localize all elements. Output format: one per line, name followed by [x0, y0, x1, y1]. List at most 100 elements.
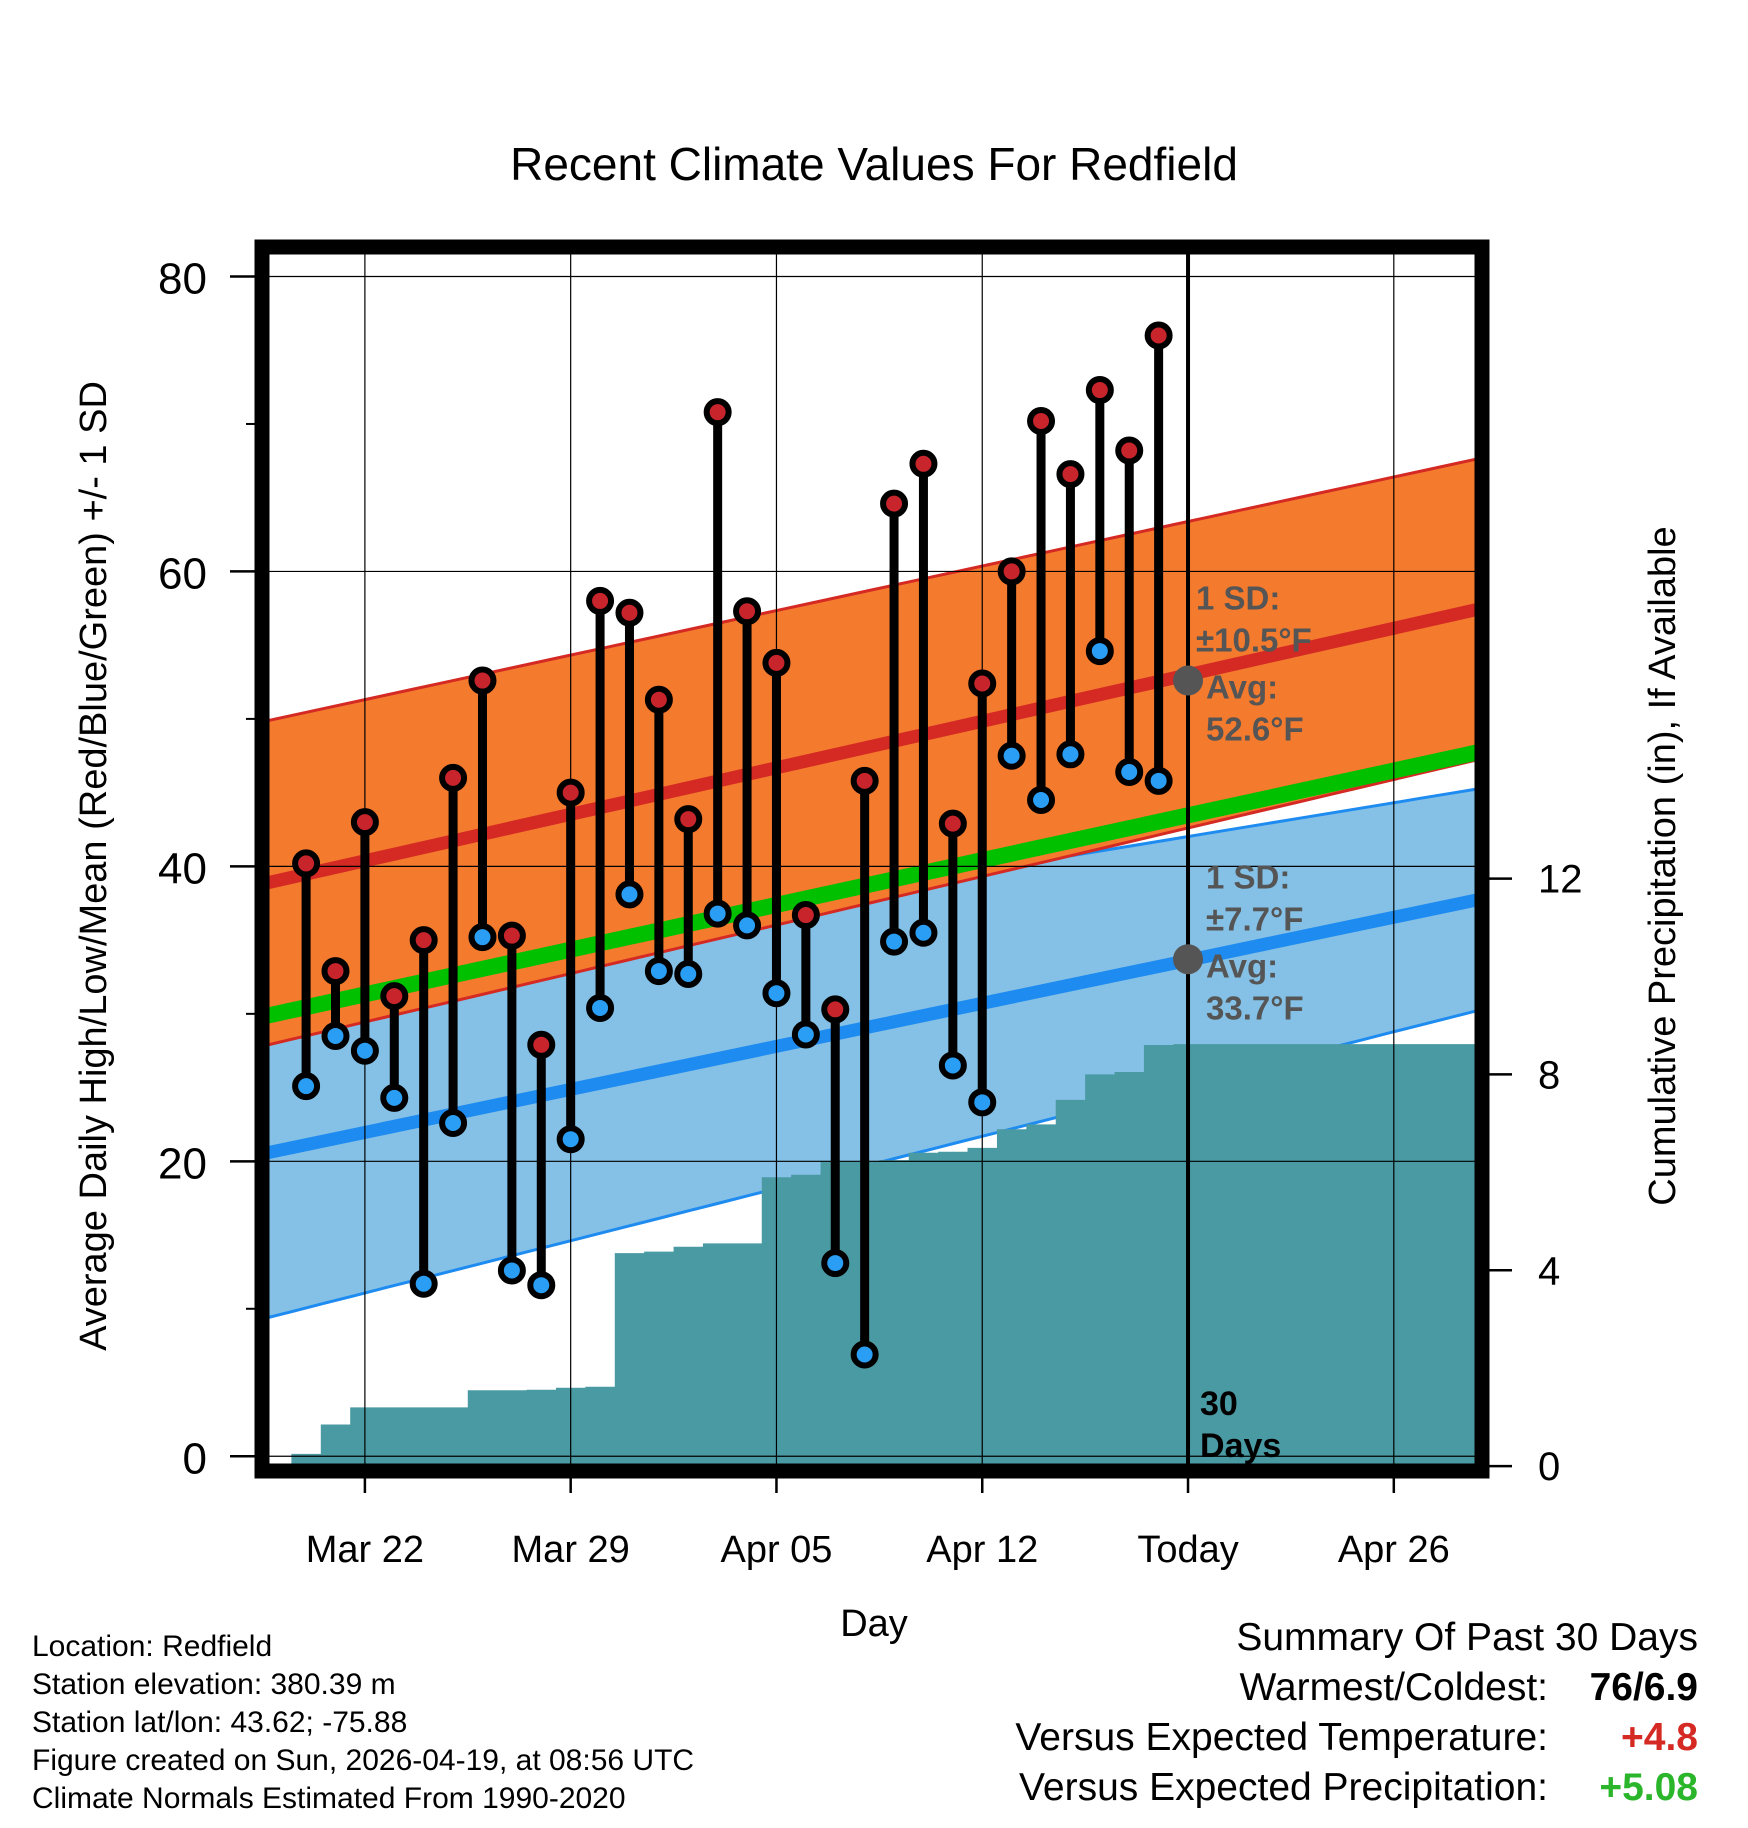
- plot-area: [262, 247, 1482, 1471]
- high-point-28: [1115, 436, 1144, 465]
- normal-high-line: [262, 601, 1482, 891]
- low-point-2: [350, 1036, 379, 1065]
- high-point-14: [703, 398, 732, 427]
- normals-text: Climate Normals Estimated From 1990-2020: [32, 1782, 626, 1815]
- high-point-13: [674, 805, 703, 834]
- low-avg-label: Avg:: [1206, 947, 1278, 984]
- precip-label: Versus Expected Precipitation:: [1019, 1766, 1548, 1809]
- high-point-12: [644, 685, 673, 714]
- today-days-number: 30: [1200, 1385, 1238, 1423]
- high-point-24: [997, 557, 1026, 586]
- normal-low-line: [262, 892, 1482, 1161]
- high-avg-marker: [1173, 665, 1204, 696]
- low-point-1: [321, 1021, 350, 1050]
- x-tick-label-0: Mar 22: [306, 1529, 424, 1571]
- low-point-26: [1056, 740, 1085, 769]
- elevation-text: Station elevation: 380.39 m: [32, 1668, 396, 1701]
- low-point-20: [880, 927, 909, 956]
- warmest-value: 76/6.9: [1589, 1666, 1698, 1709]
- precip-delta-value: +5.08: [1599, 1766, 1698, 1809]
- created-text: Figure created on Sun, 2026-04-19, at 08…: [32, 1744, 695, 1777]
- high-point-5: [439, 763, 468, 792]
- x-axis-label: Day: [840, 1603, 908, 1645]
- temp-label: Versus Expected Temperature:: [1015, 1716, 1548, 1759]
- summary-title: Summary Of Past 30 Days: [1236, 1616, 1698, 1659]
- plot-frame: [254, 239, 1490, 1479]
- low-point-14: [703, 899, 732, 928]
- low-point-29: [1144, 766, 1173, 795]
- low-point-22: [938, 1051, 967, 1080]
- low-point-27: [1085, 637, 1114, 666]
- y-right-tick-label-3: 12: [1538, 858, 1583, 902]
- low-point-21: [909, 918, 938, 947]
- high-sd-value: ±10.5°F: [1196, 622, 1312, 659]
- high-sd-label: 1 SD:: [1196, 580, 1280, 617]
- high-point-0: [292, 849, 321, 878]
- low-point-7: [497, 1256, 526, 1285]
- low-point-4: [409, 1269, 438, 1298]
- high-point-10: [586, 586, 615, 615]
- y-tick-label-0: 0: [183, 1434, 207, 1483]
- x-tick-label-1: Mar 29: [512, 1529, 630, 1571]
- y-tick-label-3: 60: [158, 549, 207, 598]
- high-point-25: [1027, 407, 1056, 436]
- station-info: Location: Redfield Station elevation: 38…: [32, 1628, 694, 1818]
- low-point-24: [997, 741, 1026, 770]
- low-point-16: [762, 979, 791, 1008]
- summary-panel: Summary Of Past 30 Days Warmest/Coldest:…: [1015, 1616, 1698, 1816]
- low-sd-value: ±7.7°F: [1206, 900, 1303, 937]
- high-point-26: [1056, 460, 1085, 489]
- low-point-6: [468, 923, 497, 952]
- low-point-11: [615, 880, 644, 909]
- high-point-20: [880, 489, 909, 518]
- y-right-tick-label-2: 8: [1538, 1053, 1560, 1097]
- high-point-3: [380, 982, 409, 1011]
- high-avg-value: 52.6°F: [1206, 711, 1304, 748]
- location-text: Location: Redfield: [32, 1630, 273, 1663]
- low-point-25: [1027, 786, 1056, 815]
- y-tick-label-4: 80: [158, 254, 207, 303]
- high-point-22: [938, 809, 967, 838]
- y-axis-label-right: Cumulative Precipitation (in), If Availa…: [1642, 526, 1684, 1205]
- low-point-18: [821, 1249, 850, 1278]
- high-point-8: [527, 1030, 556, 1059]
- high-point-15: [733, 597, 762, 626]
- low-point-5: [439, 1108, 468, 1137]
- low-point-10: [586, 993, 615, 1022]
- low-point-9: [556, 1125, 585, 1154]
- normal-mean-line: [262, 743, 1482, 1025]
- low-point-17: [791, 1020, 820, 1049]
- x-tick-label-2: Apr 05: [720, 1529, 832, 1571]
- low-point-8: [527, 1271, 556, 1300]
- high-point-17: [791, 901, 820, 930]
- temp-delta-value: +4.8: [1621, 1716, 1698, 1759]
- x-tick-label-5: Apr 26: [1338, 1529, 1450, 1571]
- high-avg-label: Avg:: [1206, 669, 1278, 706]
- y-tick-label-1: 20: [158, 1139, 207, 1188]
- low-avg-marker: [1173, 944, 1204, 975]
- high-point-7: [497, 921, 526, 950]
- high-point-27: [1085, 376, 1114, 405]
- high-point-11: [615, 598, 644, 627]
- low-point-19: [850, 1340, 879, 1369]
- low-point-13: [674, 960, 703, 989]
- low-point-3: [380, 1083, 409, 1112]
- today-days-label: Days: [1200, 1427, 1281, 1465]
- warmest-label: Warmest/Coldest:: [1239, 1666, 1548, 1709]
- high-point-23: [968, 669, 997, 698]
- y-axis-label-left: Average Daily High/Low/Mean (Red/Blue/Gr…: [73, 381, 115, 1351]
- precipitation-area: [291, 1044, 1477, 1467]
- y-right-tick-label-0: 0: [1538, 1445, 1560, 1489]
- high-point-21: [909, 449, 938, 478]
- x-tick-label-3: Apr 12: [926, 1529, 1038, 1571]
- high-point-16: [762, 648, 791, 677]
- high-point-1: [321, 957, 350, 986]
- high-point-2: [350, 808, 379, 837]
- high-point-6: [468, 666, 497, 695]
- high-point-19: [850, 766, 879, 795]
- high-point-18: [821, 995, 850, 1024]
- low-point-12: [644, 957, 673, 986]
- y-right-tick-label-1: 4: [1538, 1249, 1560, 1293]
- low-sd-label: 1 SD:: [1206, 858, 1290, 895]
